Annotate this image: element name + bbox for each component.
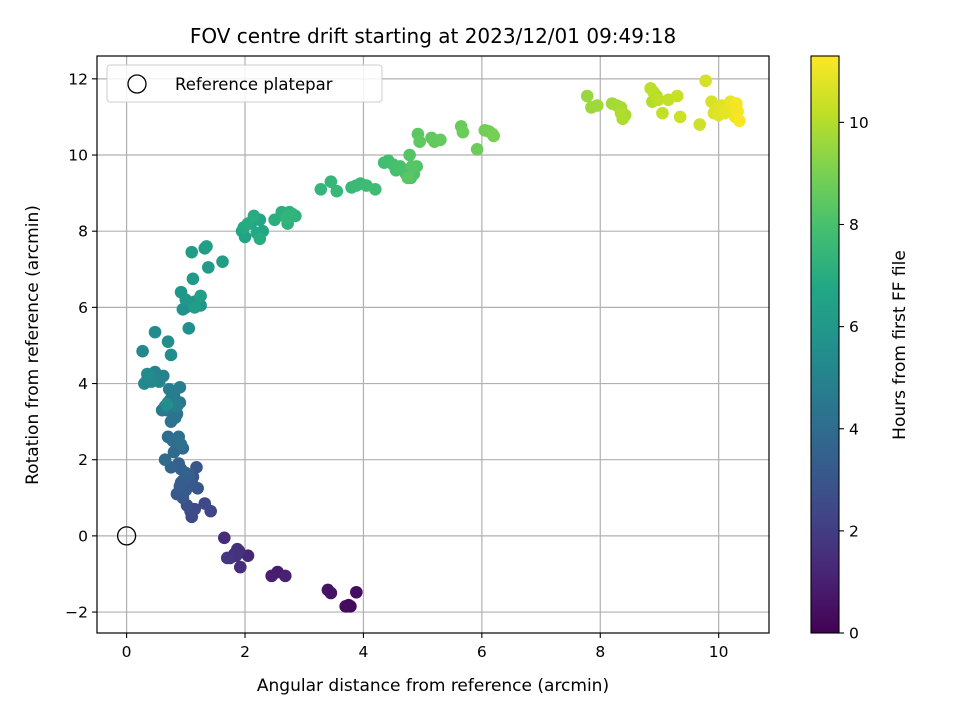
scatter-point xyxy=(179,293,193,307)
x-axis-ticks: 0 2 4 6 8 10 xyxy=(122,633,729,661)
scatter-point xyxy=(413,135,426,148)
scatter-point xyxy=(217,531,231,545)
scatter-point xyxy=(185,245,199,259)
scatter-point xyxy=(253,232,267,246)
scatter-point xyxy=(162,382,176,396)
colorbar-tick-label: 6 xyxy=(849,318,859,336)
scatter-point xyxy=(182,322,196,335)
scatter-point xyxy=(314,183,328,196)
scatter-point xyxy=(487,129,500,143)
scatter-point xyxy=(173,381,187,394)
scatter-point xyxy=(731,104,744,118)
scatter-point xyxy=(330,184,344,198)
scatter-point xyxy=(160,398,174,411)
x-tick-label: 8 xyxy=(595,643,605,661)
scatter-point xyxy=(280,211,293,225)
legend: Reference platepar xyxy=(106,64,383,103)
scatter-point xyxy=(401,171,415,185)
colorbar-tick-label: 10 xyxy=(849,114,869,132)
scatter-point xyxy=(434,133,447,147)
scatter-point xyxy=(161,335,175,348)
plot-frame xyxy=(96,55,770,634)
y-tick-label: 8 xyxy=(78,223,88,241)
scatter-point xyxy=(200,240,213,253)
reference-platepar-marker-group xyxy=(116,526,137,546)
y-tick-label: 10 xyxy=(68,147,88,165)
scatter-points xyxy=(136,74,746,613)
scatter-point xyxy=(405,160,419,173)
chart-title: FOV centre drift starting at 2023/12/01 … xyxy=(190,24,676,48)
y-tick-label: 6 xyxy=(78,299,88,317)
scatter-point xyxy=(278,569,292,583)
scatter-point xyxy=(216,255,229,268)
scatter-point xyxy=(470,143,484,156)
y-tick-label: −2 xyxy=(65,604,88,622)
x-tick-label: 6 xyxy=(477,643,487,661)
scatter-point xyxy=(233,560,247,574)
x-tick-label: 10 xyxy=(709,643,729,661)
colorbar-label: Hours from first FF file xyxy=(890,250,910,440)
x-tick-label: 4 xyxy=(358,643,368,661)
grid xyxy=(97,56,769,633)
scatter-point xyxy=(141,367,154,381)
scatter-point xyxy=(220,551,234,565)
scatter-point xyxy=(247,209,261,223)
colorbar-tick-label: 2 xyxy=(849,522,859,540)
scatter-point xyxy=(656,106,669,120)
scatter-point xyxy=(403,148,416,162)
scatter-point xyxy=(651,93,665,107)
y-tick-label: 0 xyxy=(78,527,88,545)
y-tick-label: 4 xyxy=(78,375,88,393)
scatter-point xyxy=(673,110,687,124)
scatter-point xyxy=(644,82,657,95)
scatter-point xyxy=(174,438,188,451)
scatter-point xyxy=(158,453,172,467)
scatter-point xyxy=(324,175,338,188)
scatter-point xyxy=(136,344,149,358)
x-axis-label: Angular distance from reference (arcmin) xyxy=(257,676,609,696)
scatter-point xyxy=(733,114,746,128)
scatter-point xyxy=(164,348,178,362)
scatter-point xyxy=(179,466,193,480)
scatter-point xyxy=(324,586,338,600)
scatter-point xyxy=(699,74,712,88)
scatter-point xyxy=(350,585,363,599)
scatter-point xyxy=(148,325,162,339)
scatter-point xyxy=(693,118,707,131)
y-axis-label: Rotation from reference (arcmin) xyxy=(23,205,43,485)
scatter-point xyxy=(590,99,604,112)
scatter-point xyxy=(580,89,594,103)
scatter-point xyxy=(194,289,207,303)
y-tick-label: 2 xyxy=(78,451,88,469)
colorbar xyxy=(810,55,840,634)
scatter-point xyxy=(202,261,215,274)
scatter-point xyxy=(670,89,684,103)
scatter-point xyxy=(456,125,470,139)
x-tick-label: 0 xyxy=(122,643,132,661)
x-tick-label: 2 xyxy=(240,643,250,661)
scatter-point xyxy=(190,461,203,474)
legend-box xyxy=(106,64,383,103)
colorbar-ticks: 0 2 4 6 8 10 xyxy=(839,114,869,643)
scatter-point xyxy=(170,400,184,413)
colorbar-tick-label: 0 xyxy=(849,625,859,643)
scatter-point xyxy=(186,272,200,286)
colorbar-tick-label: 8 xyxy=(849,216,859,234)
scatter-point xyxy=(198,497,212,510)
scatter-point xyxy=(339,600,352,613)
scatter-point xyxy=(614,106,628,120)
colorbar-tick-label: 4 xyxy=(849,420,859,438)
y-tick-label: 12 xyxy=(68,70,88,88)
reference-platepar-marker xyxy=(116,526,137,546)
legend-entry-reference-platepar: Reference platepar xyxy=(175,75,333,94)
y-axis-ticks: −2 0 2 4 6 8 10 12 xyxy=(65,70,97,622)
scatter-point xyxy=(188,301,201,314)
scatter-point xyxy=(368,183,382,196)
legend-marker-open-circle xyxy=(127,74,147,94)
